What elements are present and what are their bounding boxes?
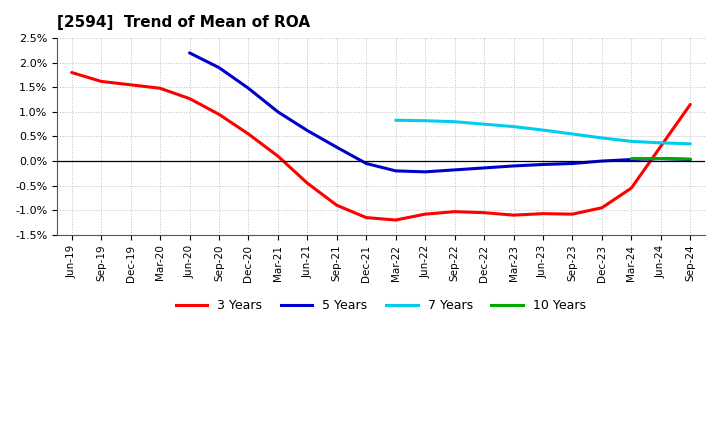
3 Years — [657, 143, 665, 149]
3 Years — [303, 180, 312, 186]
3 Years — [568, 212, 577, 217]
3 Years — [333, 203, 341, 208]
5 Years — [333, 145, 341, 150]
3 Years — [185, 96, 194, 101]
7 Years — [450, 119, 459, 125]
5 Years — [686, 157, 695, 162]
5 Years — [303, 128, 312, 133]
7 Years — [686, 141, 695, 147]
10 Years — [627, 156, 636, 161]
5 Years — [568, 161, 577, 166]
7 Years — [421, 118, 430, 123]
5 Years — [274, 109, 282, 114]
5 Years — [598, 158, 606, 164]
Line: 5 Years: 5 Years — [189, 53, 690, 172]
3 Years — [421, 212, 430, 217]
5 Years — [657, 156, 665, 161]
5 Years — [362, 161, 371, 166]
5 Years — [244, 86, 253, 91]
5 Years — [480, 165, 488, 171]
7 Years — [392, 117, 400, 123]
5 Years — [539, 162, 547, 167]
3 Years — [509, 213, 518, 218]
3 Years — [450, 209, 459, 214]
3 Years — [539, 211, 547, 216]
10 Years — [686, 157, 695, 162]
5 Years — [450, 167, 459, 172]
Text: [2594]  Trend of Mean of ROA: [2594] Trend of Mean of ROA — [57, 15, 310, 30]
3 Years — [96, 79, 105, 84]
3 Years — [480, 210, 488, 215]
7 Years — [539, 128, 547, 133]
7 Years — [509, 124, 518, 129]
7 Years — [480, 121, 488, 127]
3 Years — [362, 215, 371, 220]
5 Years — [421, 169, 430, 175]
7 Years — [598, 135, 606, 140]
Legend: 3 Years, 5 Years, 7 Years, 10 Years: 3 Years, 5 Years, 7 Years, 10 Years — [171, 294, 590, 317]
Line: 10 Years: 10 Years — [631, 158, 690, 159]
3 Years — [598, 205, 606, 210]
3 Years — [126, 82, 135, 88]
5 Years — [509, 163, 518, 169]
3 Years — [274, 154, 282, 159]
5 Years — [185, 50, 194, 55]
3 Years — [156, 86, 164, 91]
Line: 3 Years: 3 Years — [72, 73, 690, 220]
5 Years — [215, 65, 223, 70]
3 Years — [627, 185, 636, 191]
3 Years — [244, 132, 253, 137]
7 Years — [627, 139, 636, 144]
3 Years — [68, 70, 76, 75]
7 Years — [568, 132, 577, 137]
3 Years — [392, 217, 400, 223]
7 Years — [657, 140, 665, 146]
5 Years — [392, 168, 400, 173]
Line: 7 Years: 7 Years — [396, 120, 690, 144]
10 Years — [657, 156, 665, 161]
3 Years — [215, 112, 223, 117]
3 Years — [686, 102, 695, 107]
5 Years — [627, 157, 636, 162]
